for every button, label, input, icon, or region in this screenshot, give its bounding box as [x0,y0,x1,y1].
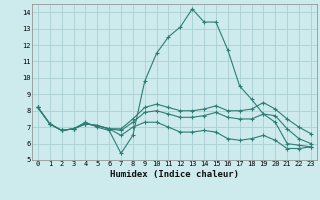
X-axis label: Humidex (Indice chaleur): Humidex (Indice chaleur) [110,170,239,179]
